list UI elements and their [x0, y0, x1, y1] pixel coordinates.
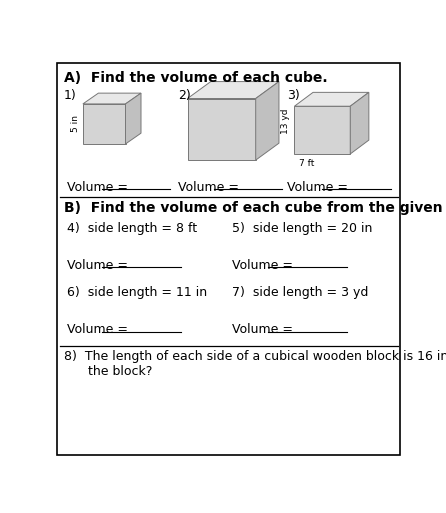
Polygon shape: [83, 104, 125, 144]
Polygon shape: [294, 92, 369, 106]
Polygon shape: [125, 93, 141, 144]
Text: 3): 3): [287, 89, 299, 102]
Text: 5 in: 5 in: [71, 115, 80, 132]
Text: Volume =: Volume =: [66, 323, 132, 337]
Text: B)  Find the volume of each cube from the given side length.: B) Find the volume of each cube from the…: [63, 201, 446, 215]
Text: Volume =: Volume =: [232, 323, 297, 337]
Text: 7)  side length = 3 yd: 7) side length = 3 yd: [232, 286, 369, 300]
Polygon shape: [187, 82, 279, 98]
Text: Volume =: Volume =: [66, 181, 132, 194]
Polygon shape: [187, 98, 256, 160]
Text: 6)  side length = 11 in: 6) side length = 11 in: [66, 286, 207, 300]
Text: 5)  side length = 20 in: 5) side length = 20 in: [232, 222, 373, 235]
Text: Volume =: Volume =: [66, 259, 132, 272]
Text: 8)  The length of each side of a cubical wooden block is 16 inches. What is the : 8) The length of each side of a cubical …: [63, 350, 446, 378]
Text: Volume =: Volume =: [232, 259, 297, 272]
Polygon shape: [256, 82, 279, 160]
Text: 13 yd: 13 yd: [281, 108, 289, 133]
Text: 7 ft: 7 ft: [299, 159, 314, 168]
Text: 4)  side length = 8 ft: 4) side length = 8 ft: [66, 222, 197, 235]
Polygon shape: [83, 93, 141, 104]
Text: Volume =: Volume =: [178, 181, 243, 194]
Text: A)  Find the volume of each cube.: A) Find the volume of each cube.: [63, 71, 327, 85]
Text: 2): 2): [178, 89, 191, 102]
Polygon shape: [294, 106, 350, 154]
Polygon shape: [350, 92, 369, 154]
Text: 1): 1): [63, 89, 76, 102]
Text: Volume =: Volume =: [287, 181, 352, 194]
